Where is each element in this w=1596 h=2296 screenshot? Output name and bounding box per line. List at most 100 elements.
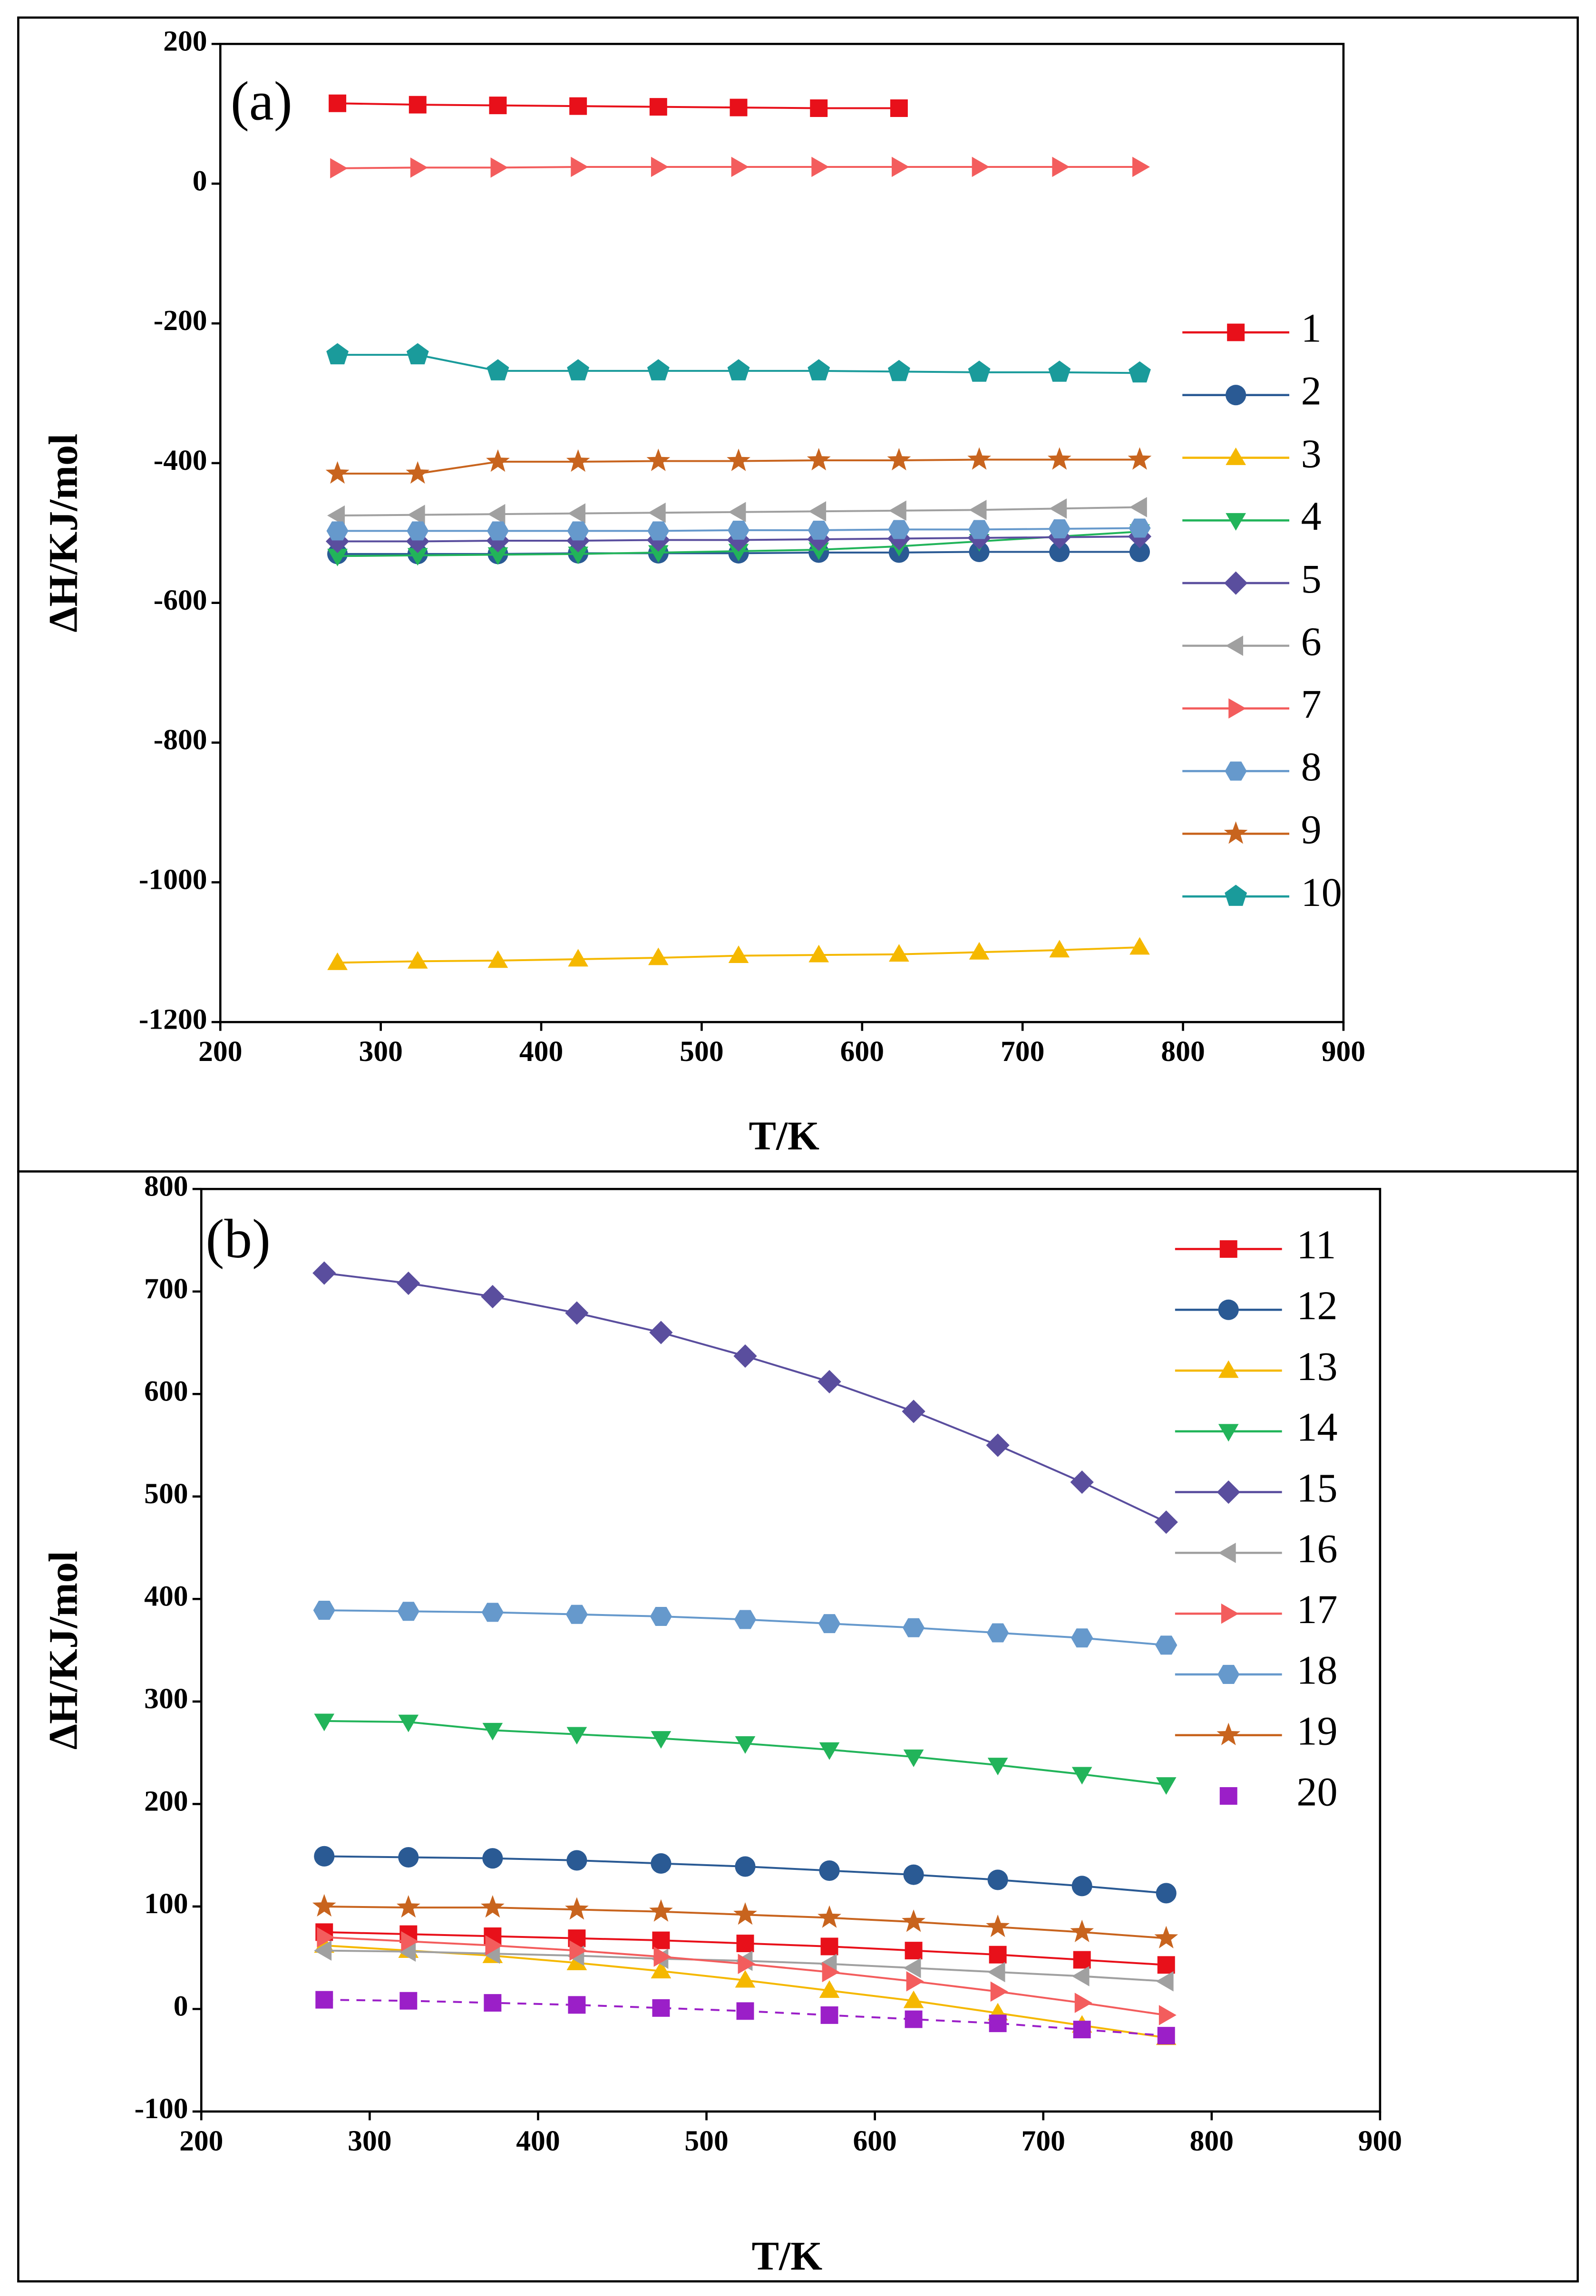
x-tick-label: 600 bbox=[853, 2125, 896, 2157]
data-point bbox=[397, 1602, 419, 1621]
data-point bbox=[407, 521, 429, 541]
legend-label: 20 bbox=[1296, 1769, 1337, 1814]
data-point bbox=[968, 360, 991, 382]
data-point bbox=[728, 945, 749, 963]
data-point bbox=[733, 1344, 757, 1368]
data-point bbox=[969, 499, 987, 520]
data-point bbox=[647, 359, 670, 380]
data-point bbox=[487, 950, 508, 968]
data-point bbox=[1156, 1777, 1177, 1795]
data-point bbox=[1048, 360, 1071, 382]
y-tick-label: -800 bbox=[154, 724, 207, 756]
legend-marker bbox=[1226, 447, 1246, 465]
legend-marker bbox=[1218, 1360, 1239, 1378]
data-point bbox=[487, 504, 506, 525]
legend-label: 2 bbox=[1301, 368, 1322, 414]
x-tick-label: 400 bbox=[516, 2125, 560, 2157]
chart: 200 300 400 500 600 700 800 900 -100 0 100 200 300 40… bbox=[40, 1170, 1402, 2278]
data-point bbox=[987, 1962, 1005, 1983]
x-tick-label: 700 bbox=[1001, 1035, 1044, 1068]
data-point bbox=[1071, 1628, 1093, 1648]
data-point bbox=[327, 952, 348, 970]
data-point bbox=[987, 1758, 1008, 1776]
legend-marker bbox=[1226, 513, 1246, 531]
data-point bbox=[487, 521, 509, 541]
data-point bbox=[399, 1992, 418, 2010]
x-tick-label: 300 bbox=[359, 1035, 402, 1068]
data-point bbox=[1049, 541, 1070, 563]
legend-marker bbox=[1225, 885, 1247, 906]
data-point bbox=[890, 99, 908, 117]
data-point bbox=[648, 545, 669, 563]
y-tick-label: -1200 bbox=[139, 1003, 207, 1035]
data-point bbox=[728, 544, 749, 562]
data-point bbox=[486, 449, 510, 472]
data-point bbox=[315, 1991, 333, 2009]
x-tick-label: 700 bbox=[1022, 2125, 1065, 2157]
data-point bbox=[325, 461, 350, 484]
data-point bbox=[649, 1899, 673, 1922]
data-point bbox=[1071, 1767, 1092, 1785]
legend-label: 4 bbox=[1301, 493, 1322, 539]
data-point bbox=[480, 1895, 505, 1918]
x-tick-label: 800 bbox=[1190, 2125, 1234, 2157]
plot-frame bbox=[219, 43, 1345, 1023]
legend-marker bbox=[1218, 1299, 1239, 1320]
data-point bbox=[407, 951, 428, 969]
legend-marker bbox=[1219, 1240, 1237, 1258]
x-tick-label: 900 bbox=[1322, 1035, 1365, 1068]
plot-frame bbox=[200, 1187, 1382, 2113]
legend-label: 7 bbox=[1301, 681, 1322, 727]
data-point bbox=[808, 520, 830, 540]
data-point bbox=[735, 1970, 756, 1988]
data-point bbox=[1073, 1951, 1091, 1969]
data-point bbox=[651, 1731, 671, 1749]
panel-border bbox=[17, 1170, 1579, 2283]
data-point bbox=[1049, 940, 1070, 958]
data-point bbox=[649, 98, 667, 116]
data-point bbox=[888, 500, 906, 521]
y-tick-label: 500 bbox=[144, 1478, 188, 1510]
series-line bbox=[324, 1272, 1167, 1523]
x-tick-label: 800 bbox=[1161, 1035, 1205, 1068]
data-point bbox=[567, 359, 590, 380]
y-tick-label: 600 bbox=[144, 1375, 188, 1407]
data-point bbox=[818, 1614, 841, 1634]
data-point bbox=[569, 97, 587, 115]
data-point bbox=[569, 1940, 587, 1961]
data-point bbox=[648, 947, 669, 965]
x-tick-label: 200 bbox=[198, 1035, 242, 1068]
data-point bbox=[817, 1370, 841, 1394]
data-point bbox=[565, 1301, 589, 1325]
data-point bbox=[1128, 447, 1152, 470]
data-point bbox=[314, 1846, 335, 1867]
legend-label: 17 bbox=[1296, 1586, 1337, 1632]
legend-marker bbox=[1219, 1787, 1237, 1805]
data-point bbox=[990, 1981, 1008, 2002]
data-point bbox=[648, 502, 666, 523]
data-point bbox=[568, 949, 588, 967]
data-point bbox=[330, 158, 348, 179]
data-point bbox=[568, 546, 588, 564]
data-point bbox=[1156, 1971, 1174, 1992]
x-axis-label: T/K bbox=[749, 1113, 819, 1158]
y-tick-label: 200 bbox=[144, 1785, 188, 1818]
data-point bbox=[312, 1894, 336, 1917]
data-point bbox=[967, 447, 992, 470]
y-tick-label: 0 bbox=[174, 1990, 188, 2023]
legend-label: 1 bbox=[1301, 305, 1322, 351]
data-point bbox=[905, 1942, 923, 1960]
legend-label: 15 bbox=[1296, 1465, 1337, 1510]
data-point bbox=[327, 548, 348, 566]
legend-label: 6 bbox=[1301, 619, 1322, 664]
legend-marker bbox=[1226, 385, 1246, 406]
data-point bbox=[410, 157, 428, 178]
data-point bbox=[986, 1914, 1010, 1937]
y-tick-label: 100 bbox=[144, 1887, 188, 1920]
x-tick-label: 900 bbox=[1358, 2125, 1402, 2157]
panel-title: (a) bbox=[231, 71, 292, 132]
data-point bbox=[396, 1895, 420, 1918]
y-tick-label: -1000 bbox=[139, 863, 207, 895]
x-tick-label: 600 bbox=[840, 1035, 884, 1068]
